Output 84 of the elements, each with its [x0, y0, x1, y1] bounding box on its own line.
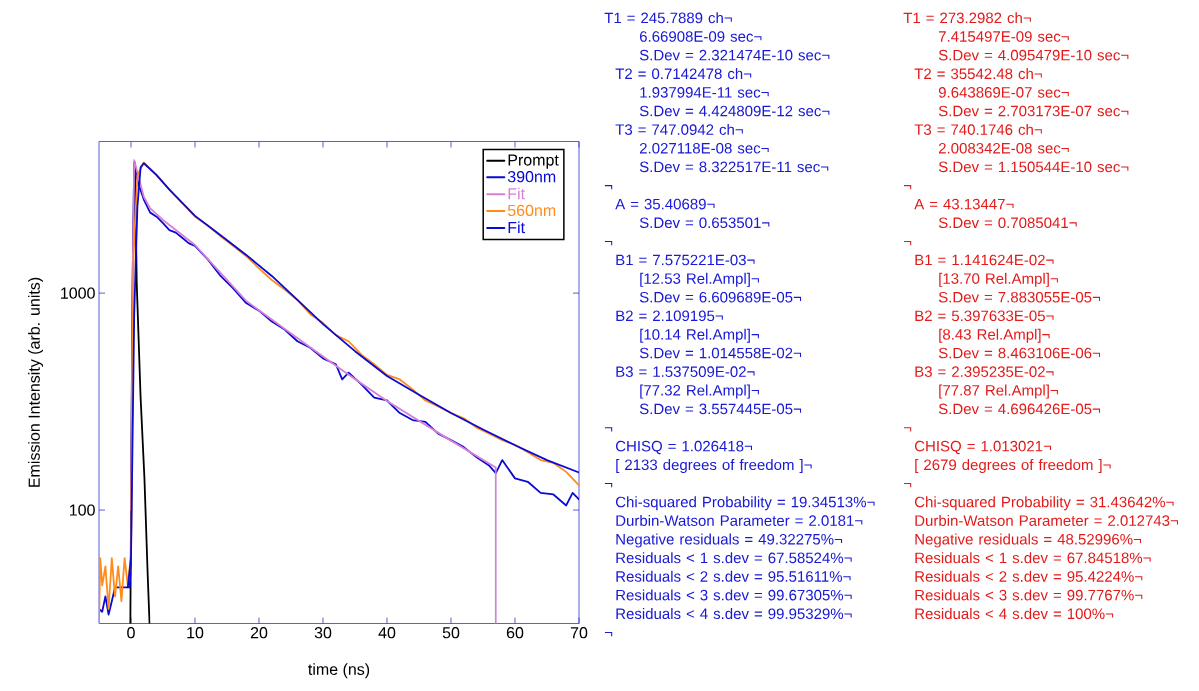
legend-label: 390nm: [507, 170, 556, 183]
text: CHISQ = 1.013021¬: [914, 440, 1052, 455]
x-tick-label: 10: [187, 627, 204, 639]
text: Residuals < 4 s.dev = 99.95329%¬: [616, 608, 852, 620]
text: S.Dev = 8.463106E-06¬: [938, 347, 1101, 359]
text: Residuals < 3 s.dev = 99.7767%¬: [915, 589, 1143, 601]
text: Residuals < 4 s.dev = 100%¬: [915, 608, 1114, 620]
text: T2 = 0.7142478 ch¬: [615, 68, 752, 80]
text: [13.70 Rel.Ampl]¬: [939, 272, 1058, 287]
text: [10.14 Rel.Ampl]¬: [640, 328, 759, 343]
text: Durbin-Watson Parameter = 2.012743¬: [915, 514, 1178, 526]
text: S.Dev = 4.095479E-10 sec¬: [938, 49, 1129, 61]
text: T1 = 245.7889 ch¬: [604, 12, 732, 24]
text: S.Dev = 1.150544E-10 sec¬: [938, 161, 1129, 173]
text: CHISQ = 1.026418¬: [615, 440, 753, 455]
text: [8.43 Rel.Ampl]¬: [939, 328, 1050, 343]
text: T3 = 740.1746 ch¬: [914, 123, 1042, 135]
legend-label: Fit: [508, 187, 525, 200]
text: B2 = 2.109195¬: [616, 310, 723, 322]
text: 6.66908E-09 sec¬: [639, 31, 762, 42]
text: S.Dev = 4.424809E-12 sec¬: [639, 105, 830, 117]
text: [77.87 Rel.Ampl]¬: [939, 384, 1058, 399]
text: B3 = 2.395235E-02¬: [915, 366, 1054, 377]
text: [ 2679 degrees of freedom ]¬: [915, 459, 1111, 474]
x-tick-label: 30: [314, 627, 332, 639]
text: Negative residuals = 48.52996%¬: [915, 533, 1142, 548]
text: S.Dev = 2.703173E-07 sec¬: [938, 105, 1129, 117]
text: ¬: [903, 185, 912, 190]
text: 9.643869E-07 sec¬: [938, 87, 1069, 98]
x-tick-label: 60: [506, 627, 524, 639]
text: S.Dev = 8.322517E-11 sec¬: [639, 161, 829, 173]
y-tick-label: 1000: [61, 287, 95, 299]
text: [ 2133 degrees of freedom ]¬: [616, 459, 812, 474]
text: [77.32 Rel.Ampl]¬: [640, 384, 759, 399]
text: ¬: [903, 427, 912, 432]
text: 7.415497E-09 sec¬: [938, 31, 1069, 42]
text: B2 = 5.397633E-05¬: [915, 310, 1054, 322]
text: S.Dev = 2.321474E-10 sec¬: [639, 49, 830, 61]
text: B1 = 7.575221E-03¬: [616, 254, 755, 266]
text: ¬: [604, 632, 613, 637]
legend-label: 560nm: [507, 204, 556, 217]
text: Durbin-Watson Parameter = 2.0181¬: [616, 514, 863, 526]
text: S.Dev = 1.014558E-02¬: [639, 347, 802, 359]
text: Residuals < 2 s.dev = 95.4224%¬: [915, 570, 1143, 582]
x-tick-label: 40: [378, 627, 396, 639]
text: S.Dev = 3.557445E-05¬: [639, 403, 802, 415]
text: A = 35.40689¬: [615, 198, 715, 210]
text: T3 = 747.0942 ch¬: [615, 123, 743, 135]
text: Residuals < 1 s.dev = 67.84518%¬: [915, 552, 1151, 564]
text: S.Dev = 0.653501¬: [639, 217, 770, 229]
x-tick-label: 0: [127, 627, 135, 639]
text: 1.937994E-11 sec¬: [640, 87, 769, 98]
text: ¬: [604, 240, 613, 246]
text: T2 = 35542.48 ch¬: [914, 68, 1042, 80]
text: ¬: [604, 427, 613, 432]
text: ¬: [903, 483, 912, 488]
text: T1 = 273.2982 ch¬: [903, 12, 1031, 24]
text: A = 43.13447¬: [914, 198, 1014, 210]
text: Chi-squared Probability = 31.43642%¬: [914, 496, 1174, 511]
text: ¬: [604, 185, 613, 190]
text: 2.027118E-08 sec¬: [639, 142, 769, 154]
text: ¬: [903, 240, 912, 246]
text: Chi-squared Probability = 19.34513%¬: [615, 496, 875, 511]
text: Residuals < 3 s.dev = 99.67305%¬: [616, 589, 852, 601]
text: S.Dev = 6.609689E-05¬: [639, 291, 802, 303]
text: B3 = 1.537509E-02¬: [616, 366, 755, 377]
text: [12.53 Rel.Ampl]¬: [640, 272, 759, 287]
text: Negative residuals = 49.32275%¬: [616, 533, 843, 548]
x-tick-label: 70: [570, 627, 588, 639]
x-tick-label: 20: [250, 627, 268, 639]
text: S.Dev = 7.883055E-05¬: [938, 291, 1101, 303]
text: Residuals < 2 s.dev = 95.51611%¬: [616, 570, 851, 582]
text: 2.008342E-08 sec¬: [938, 142, 1069, 154]
y-tick-label: 100: [70, 504, 95, 516]
text: B1 = 1.141624E-02¬: [915, 254, 1054, 266]
text: ¬: [604, 483, 613, 488]
x-tick-label: 50: [442, 627, 460, 639]
legend-label: Prompt: [508, 154, 559, 169]
y-axis-title: Emission Intensity (arb. units): [28, 277, 44, 487]
text: S.Dev = 0.7085041¬: [938, 217, 1077, 229]
legend-label: Fit: [508, 221, 525, 234]
x-axis-title: time (ns): [308, 663, 370, 679]
text: S.Dev = 4.696426E-05¬: [938, 403, 1101, 415]
text: Residuals < 1 s.dev = 67.58524%¬: [616, 552, 852, 564]
